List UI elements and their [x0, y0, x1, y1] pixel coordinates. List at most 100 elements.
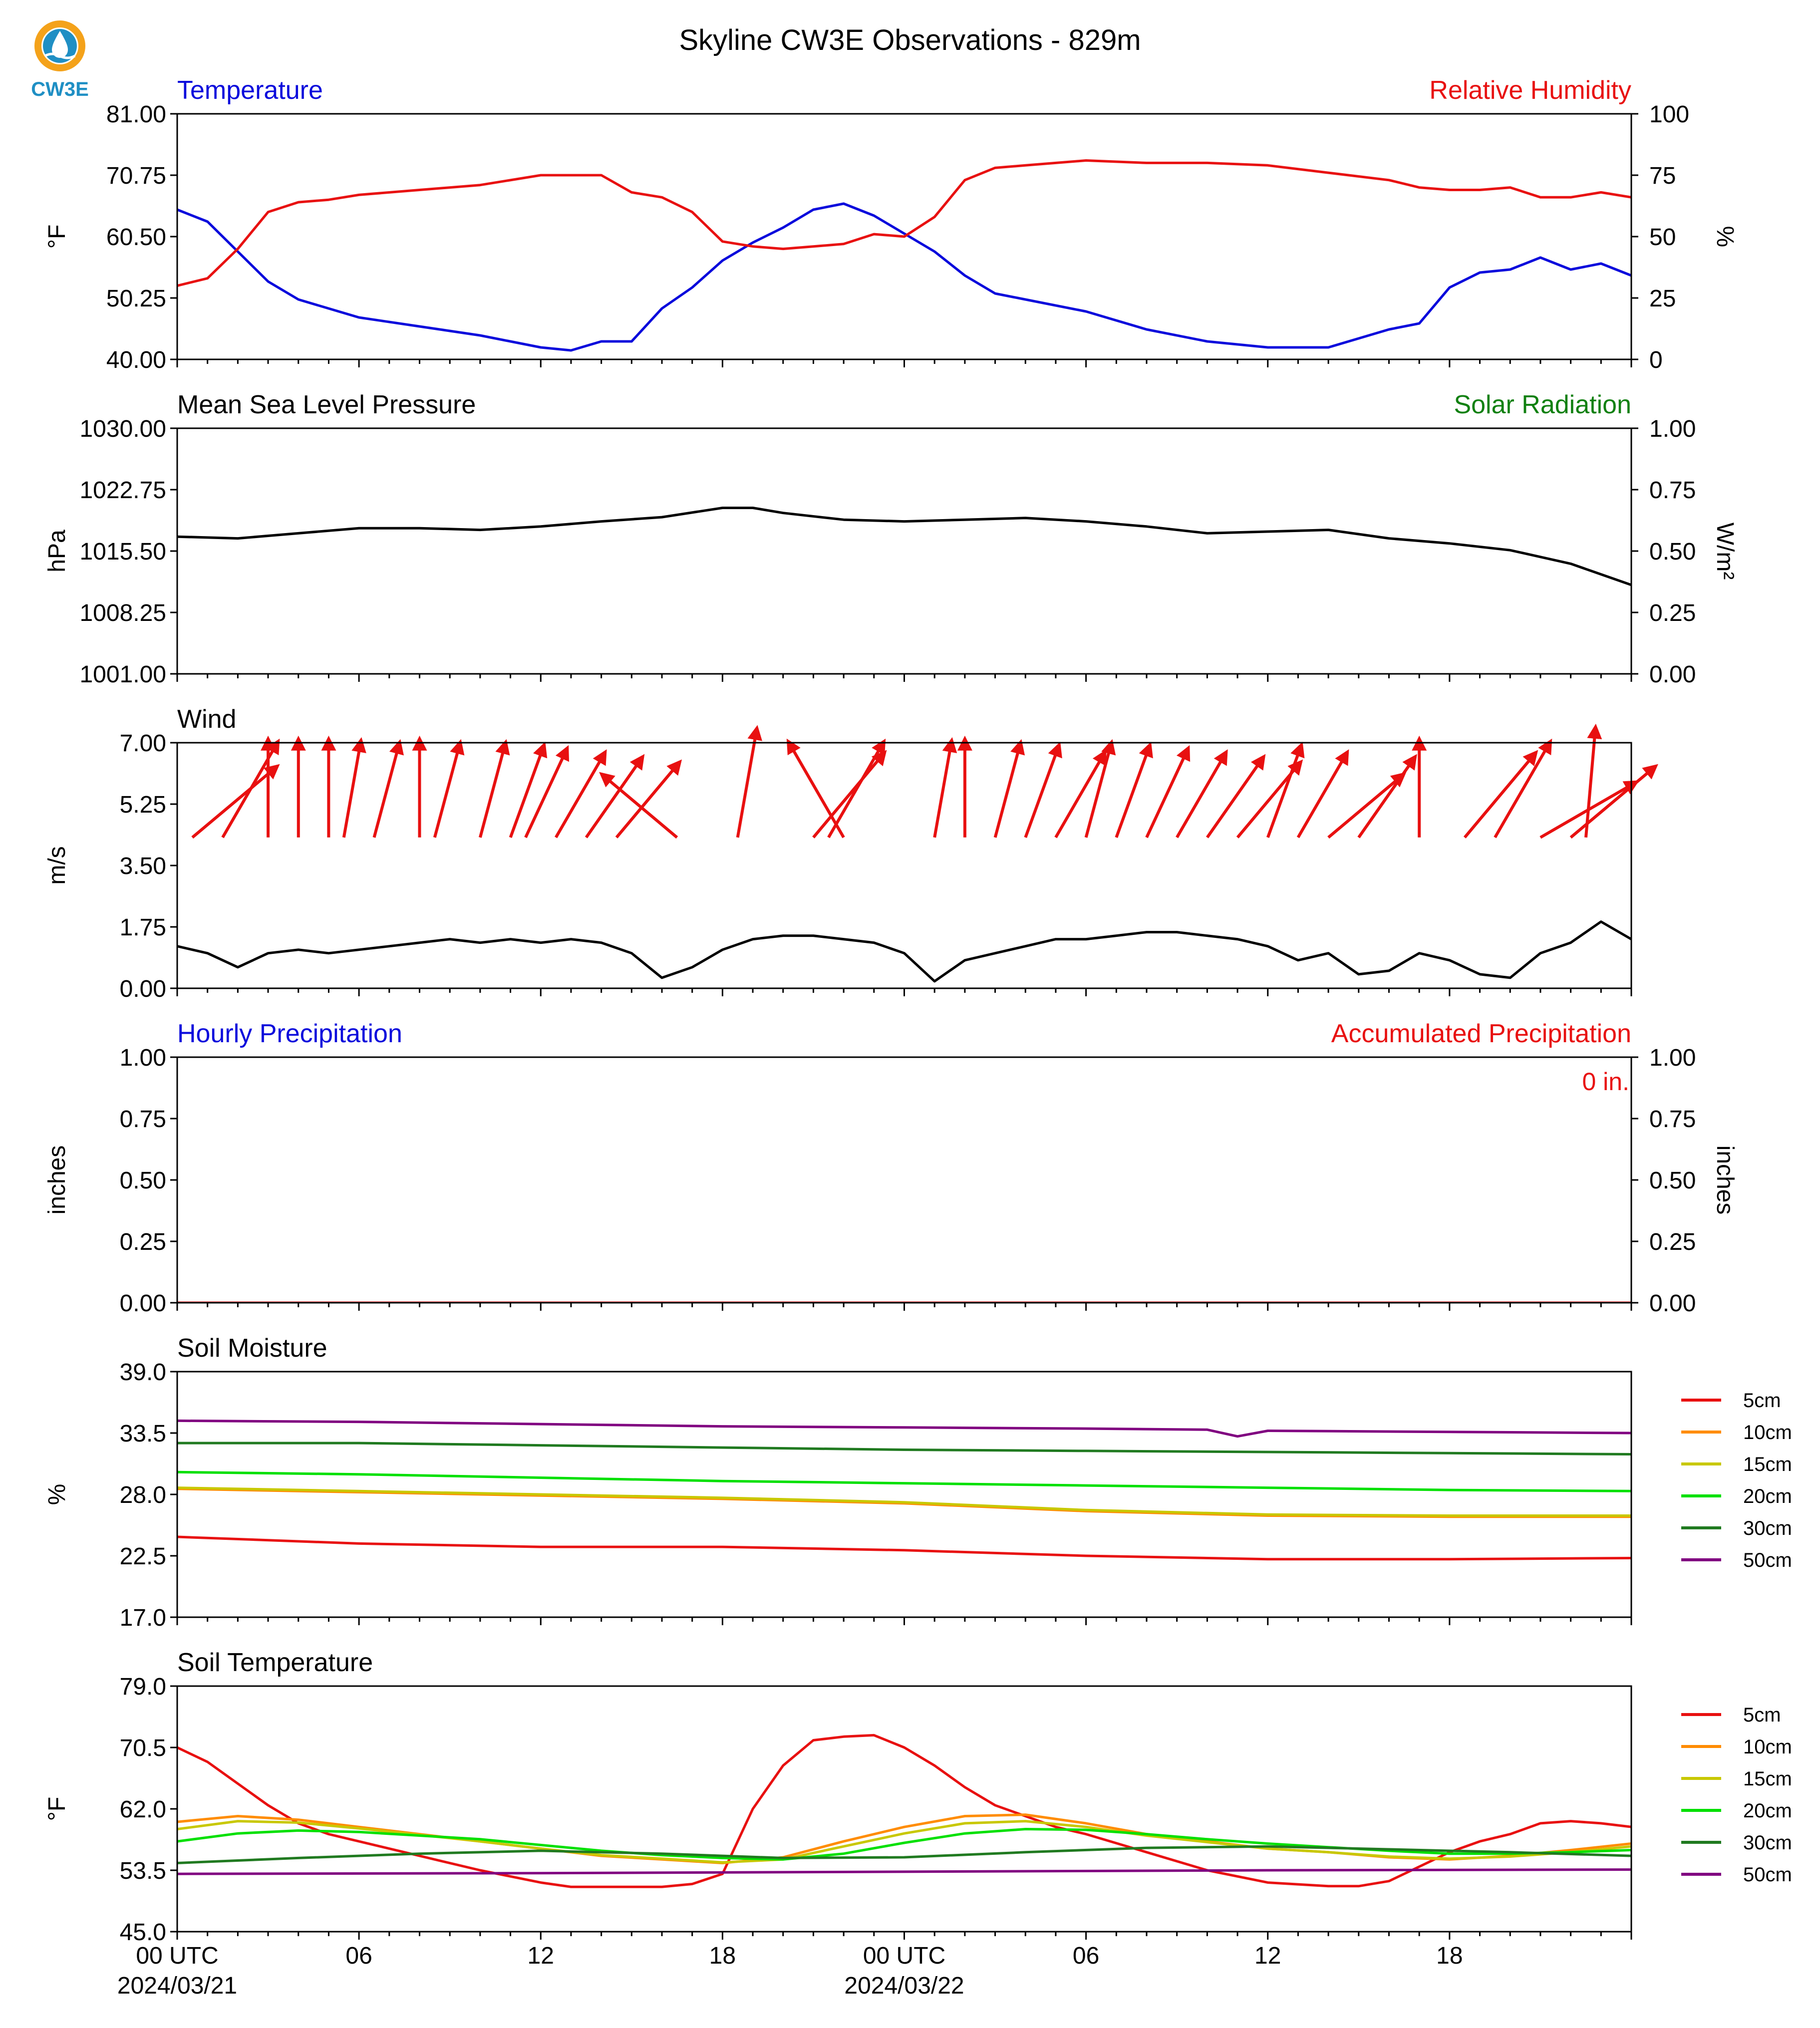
panel-left-title: Soil Moisture — [177, 1334, 327, 1363]
cw3e-logo: CW3E — [31, 20, 89, 100]
y-tick-label: 0.50 — [120, 1167, 166, 1194]
wind-arrow — [1266, 742, 1305, 838]
wind-arrow — [191, 764, 280, 839]
x-tick-label: 12 — [1254, 1943, 1281, 1969]
series-line-10cm — [177, 1813, 1631, 1864]
panel-left-title: Wind — [177, 705, 236, 734]
series-line-20cm — [177, 1470, 1631, 1492]
wind-arrow — [1327, 772, 1407, 839]
y-tick-label: 1022.75 — [79, 477, 166, 504]
legend-label: 30cm — [1743, 1517, 1792, 1539]
y-axis-label: % — [44, 1484, 70, 1505]
y-tick-label: 33.5 — [120, 1421, 166, 1447]
y-right-tick-label: 50 — [1649, 224, 1676, 251]
y-tick-label: 1001.00 — [79, 661, 166, 688]
legend: 5cm 10cm 15cm 20cm 30cm 50cm — [1681, 1704, 1792, 1886]
wind-arrow — [1494, 738, 1552, 839]
logo-text: CW3E — [31, 78, 89, 100]
y-right-tick-label: 0.00 — [1649, 1290, 1696, 1317]
wind-arrow — [1054, 749, 1107, 839]
y-tick-label: 1.00 — [120, 1045, 166, 1071]
y-tick-label: 60.50 — [106, 224, 166, 251]
wind-arrow — [585, 754, 645, 839]
y-right-axis-label: % — [1712, 226, 1738, 248]
y-right-tick-label: 0.50 — [1649, 1167, 1696, 1194]
chart-panel-2: 1030.00 1022.75 1015.50 1008.25 1001.00 1.00 0… — [44, 390, 1738, 688]
panel-left-title: Temperature — [177, 76, 323, 105]
chart-panel-1: 81.00 70.75 60.50 50.25 40.00 100 75 50 25 0 Tempe… — [44, 76, 1738, 373]
x-tick-label: 18 — [709, 1943, 736, 1969]
series-line-relative-humidity — [177, 159, 1631, 287]
figure-title: Skyline CW3E Observations - 829m — [679, 24, 1141, 56]
wind-arrow — [1206, 754, 1266, 839]
accumulated-total-label: 0 in. — [1582, 1068, 1629, 1096]
time-axis: 00 UTC 06 12 18 00 UTC 06 12 18 2024/03/21 2024/0… — [117, 1943, 1463, 1999]
y-tick-label: 81.00 — [106, 101, 166, 128]
series-line-temperature — [177, 202, 1631, 352]
legend: 5cm 10cm 15cm 20cm 30cm 50cm — [1681, 1390, 1792, 1571]
wind-arrow — [827, 738, 886, 839]
legend-label: 15cm — [1743, 1453, 1792, 1475]
wind-arrow — [479, 739, 510, 838]
y-tick-label: 1.75 — [120, 914, 166, 941]
panel-right-title: Solar Radiation — [1454, 390, 1631, 419]
x-tick-label: 18 — [1436, 1943, 1463, 1969]
y-right-tick-label: 0.25 — [1649, 1229, 1696, 1255]
x-tick-label: 00 UTC — [136, 1943, 218, 1969]
y-tick-label: 53.5 — [120, 1858, 166, 1884]
y-tick-label: 79.0 — [120, 1674, 166, 1700]
y-axis-label: °F — [44, 1797, 70, 1821]
y-tick-label: 40.00 — [106, 347, 166, 373]
wind-arrow — [1115, 742, 1153, 838]
y-right-tick-label: 25 — [1649, 286, 1676, 312]
y-tick-label: 7.00 — [120, 730, 166, 757]
y-right-tick-label: 100 — [1649, 101, 1689, 128]
legend-label: 5cm — [1743, 1390, 1781, 1412]
plot-frame — [176, 1685, 1632, 1933]
legend-label: 20cm — [1743, 1485, 1792, 1507]
series-line-15cm — [177, 1486, 1631, 1517]
y-tick-label: 5.25 — [120, 792, 166, 818]
x-tick-label: 12 — [528, 1943, 554, 1969]
y-right-tick-label: 75 — [1649, 163, 1676, 189]
y-right-tick-label: 0.75 — [1649, 477, 1696, 504]
panel-left-title: Hourly Precipitation — [177, 1019, 402, 1048]
series-line-30cm — [177, 1442, 1631, 1455]
y-right-tick-label: 0.75 — [1649, 1106, 1696, 1133]
y-axis-label: hPa — [44, 530, 70, 573]
wave-icon — [44, 52, 76, 59]
wind-arrow — [599, 772, 678, 839]
wind-arrow — [786, 738, 845, 839]
series-line-5cm — [177, 1535, 1631, 1561]
chart-panel-3: 7.00 5.25 3.50 1.75 0.00 Wind m/s — [44, 705, 1658, 1002]
y-axis-label: °F — [44, 225, 70, 249]
legend-label: 50cm — [1743, 1864, 1792, 1886]
y-tick-label: 39.0 — [120, 1359, 166, 1386]
panel-left-title: Soil Temperature — [177, 1648, 373, 1677]
y-axis-label: m/s — [44, 846, 70, 884]
series-line-50cm — [177, 1868, 1631, 1875]
x-tick-label: 06 — [1073, 1943, 1099, 1969]
chart-panel-4: 1.00 0.75 0.50 0.25 0.00 1.00 0.75 0.50 0.25 0.00… — [44, 1019, 1738, 1317]
y-tick-label: 0.00 — [120, 976, 166, 1002]
legend-label: 5cm — [1743, 1704, 1781, 1726]
wind-arrow — [342, 737, 366, 838]
series-line-20cm — [177, 1828, 1631, 1861]
wind-arrow — [1584, 723, 1602, 838]
wind-arrow — [524, 745, 570, 839]
y-tick-label: 70.75 — [106, 163, 166, 189]
y-tick-label: 0.00 — [120, 1290, 166, 1317]
x-date-label: 2024/03/22 — [844, 1973, 964, 1999]
x-tick-label: 00 UTC — [863, 1943, 945, 1969]
wind-arrow — [1296, 749, 1349, 839]
wind-arrow — [221, 738, 280, 839]
y-tick-label: 28.0 — [120, 1482, 166, 1508]
y-right-tick-label: 0.00 — [1649, 661, 1696, 688]
series-line-30cm — [177, 1845, 1631, 1864]
y-tick-label: 17.0 — [120, 1605, 166, 1631]
wind-arrow — [615, 759, 682, 839]
y-tick-label: 50.25 — [106, 286, 166, 312]
wind-arrow — [1463, 750, 1538, 839]
plot-frame — [176, 742, 1632, 989]
